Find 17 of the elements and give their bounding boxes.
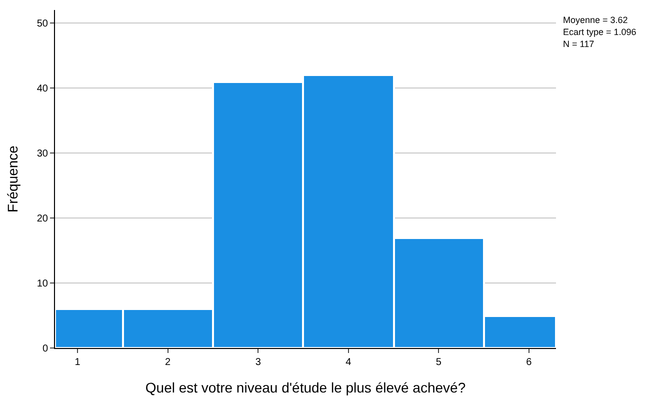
y-tick-label: 10 (36, 278, 48, 290)
text: Moyenne = 3.62 (563, 15, 628, 25)
x-tick-label: 5 (436, 357, 442, 368)
y-tick-label: 30 (36, 148, 48, 160)
y-axis-title: Fréquence (4, 145, 20, 212)
x-tick-label: 4 (346, 357, 352, 368)
y-tick-label: 0 (42, 344, 48, 354)
y-tick-label: 50 (36, 18, 48, 30)
x-tick-label: 2 (165, 357, 172, 368)
y-tick-label: 40 (36, 84, 48, 94)
x-tick-label: 1 (74, 357, 81, 368)
x-tick-label: 6 (526, 357, 532, 368)
y-tick-label: 20 (36, 214, 48, 224)
text: N = 117 (563, 39, 594, 49)
x-axis-title: Quel est votre niveau d'étude le plus élevé achevé? (145, 379, 466, 396)
text: Ecart type = 1.096 (563, 27, 636, 37)
x-tick-label: 3 (255, 357, 262, 368)
